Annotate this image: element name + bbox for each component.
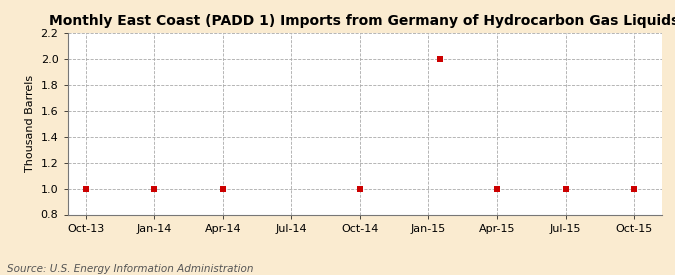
Point	[491, 186, 502, 191]
Y-axis label: Thousand Barrels: Thousand Barrels	[25, 75, 35, 172]
Title: Monthly East Coast (PADD 1) Imports from Germany of Hydrocarbon Gas Liquids: Monthly East Coast (PADD 1) Imports from…	[49, 14, 675, 28]
Point	[149, 186, 160, 191]
Point	[435, 57, 446, 61]
Text: Source: U.S. Energy Information Administration: Source: U.S. Energy Information Administ…	[7, 264, 253, 274]
Point	[80, 186, 91, 191]
Point	[560, 186, 571, 191]
Point	[217, 186, 228, 191]
Point	[354, 186, 365, 191]
Point	[628, 186, 639, 191]
